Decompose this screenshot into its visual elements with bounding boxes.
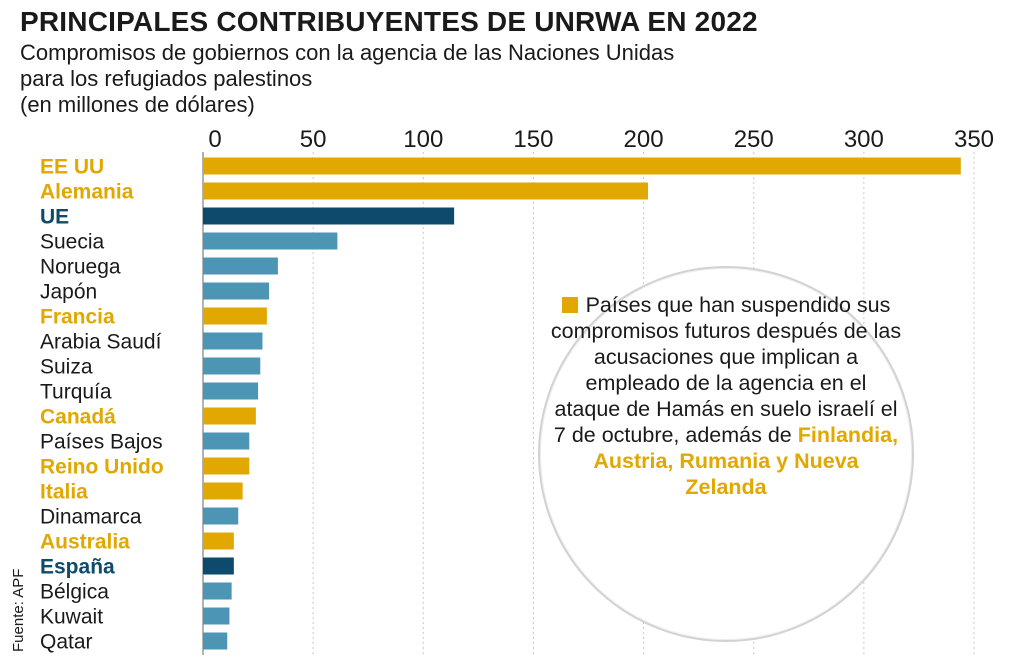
category-labels: EE UUAlemaniaUESueciaNoruegaJapónFrancia…	[40, 156, 164, 654]
bar	[203, 307, 267, 325]
category-label: Japón	[40, 281, 97, 304]
x-tick-label: 300	[844, 126, 884, 153]
legend-swatch	[561, 297, 578, 313]
x-tick-label: 0	[208, 126, 221, 153]
subtitle-line: Compromisos de gobiernos con la agencia …	[20, 40, 675, 65]
bar	[203, 632, 228, 650]
bar	[203, 607, 230, 625]
category-label: Turquía	[40, 381, 112, 404]
bar	[203, 482, 243, 500]
subtitle-line: (en millones de dólares)	[20, 92, 255, 117]
bar	[203, 157, 961, 175]
category-label: Arabia Saudí	[40, 331, 162, 354]
legend-text: Países que han suspendido sus compromiso…	[550, 292, 902, 500]
category-label: Australia	[40, 531, 130, 554]
subtitle-line: para los refugiados palestinos	[20, 66, 313, 91]
legend-highlight-countries: Finlandia, Austria, Rumania y Nueva Zela…	[593, 423, 899, 499]
category-label: Noruega	[40, 256, 121, 279]
bar	[203, 232, 338, 250]
category-label: Dinamarca	[40, 506, 142, 529]
category-label: Canadá	[40, 406, 116, 429]
category-label: Bélgica	[40, 581, 109, 604]
category-label: Reino Unido	[40, 456, 164, 479]
x-tick-label: 250	[734, 126, 774, 153]
source-note: Fuente: APF	[10, 568, 27, 652]
bar	[203, 532, 234, 550]
legend-circle: Países que han suspendido sus compromiso…	[538, 266, 914, 642]
category-label: Qatar	[40, 631, 93, 654]
bar	[203, 257, 278, 275]
legend-description: Países que han suspendido sus compromiso…	[550, 293, 902, 447]
x-axis-ticks: 0 50 100 150 200 250 300 350	[208, 126, 994, 153]
bar	[203, 207, 455, 225]
x-tick-label: 350	[954, 126, 994, 153]
category-label: UE	[40, 206, 69, 229]
bar	[203, 432, 250, 450]
bar	[203, 407, 256, 425]
bars	[203, 157, 961, 650]
category-label: Países Bajos	[40, 431, 163, 454]
bar	[203, 582, 232, 600]
category-label: Kuwait	[40, 606, 103, 629]
bar	[203, 507, 239, 525]
category-label: Francia	[40, 306, 115, 329]
bar	[203, 332, 263, 350]
bar	[203, 282, 270, 300]
category-label: Suecia	[40, 231, 105, 254]
x-tick-label: 200	[624, 126, 664, 153]
x-tick-label: 150	[513, 126, 553, 153]
bar	[203, 357, 261, 375]
chart-title: PRINCIPALES CONTRIBUYENTES DE UNRWA EN 2…	[20, 6, 758, 37]
bar	[203, 557, 234, 575]
category-label: España	[40, 556, 115, 579]
x-tick-label: 50	[300, 126, 327, 153]
category-label: Suiza	[40, 356, 93, 379]
bar	[203, 182, 648, 200]
chart-subtitle: Compromisos de gobiernos con la agencia …	[20, 40, 840, 118]
bar	[203, 457, 250, 475]
x-tick-label: 100	[403, 126, 443, 153]
bar	[203, 382, 259, 400]
category-label: EE UU	[40, 156, 104, 179]
category-label: Italia	[40, 481, 88, 504]
category-label: Alemania	[40, 181, 134, 204]
